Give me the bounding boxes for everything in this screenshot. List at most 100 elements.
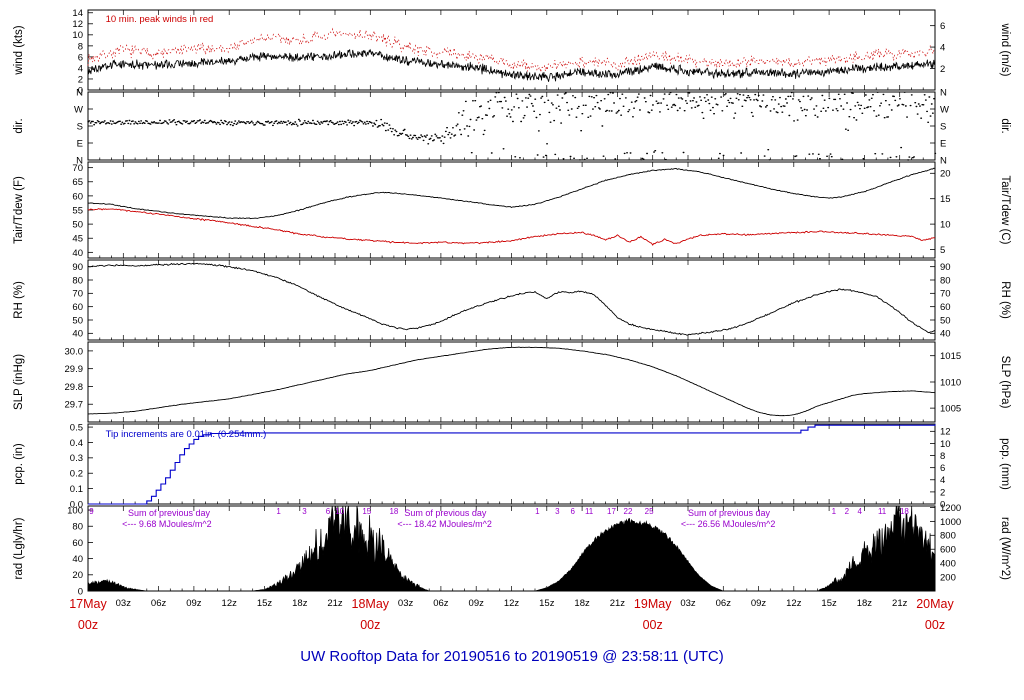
ytick-left-rh: 60 bbox=[72, 302, 83, 313]
ytick-right-pcp: 12 bbox=[940, 427, 951, 438]
axis-label-right-rad: rad (W/m^2) bbox=[999, 517, 1011, 580]
axis-label-left-rh: RH (%) bbox=[13, 281, 25, 319]
ytick-left-tair: 65 bbox=[72, 177, 83, 188]
ytick-right-rad: 600 bbox=[940, 545, 956, 556]
axis-label-left-dir: dir. bbox=[13, 118, 25, 133]
ytick-left-rad: 60 bbox=[72, 538, 83, 549]
series-relative-humidity bbox=[87, 262, 936, 336]
x-minor-label: 12z bbox=[504, 598, 520, 609]
axis-label-left-rad: rad (Lgly/hr) bbox=[13, 517, 25, 579]
ytick-left-tair: 60 bbox=[72, 191, 83, 202]
axis-label-right-rh: RH (%) bbox=[999, 281, 1011, 319]
chart-title: UW Rooftop Data for 20190516 to 20190519… bbox=[300, 648, 724, 665]
x-major-time: 00z bbox=[925, 618, 945, 632]
x-minor-label: 21z bbox=[892, 598, 908, 609]
ytick-left-wind: 10 bbox=[72, 30, 83, 41]
x-major-time: 00z bbox=[78, 618, 98, 632]
series-dewpoint-temperature bbox=[87, 208, 936, 246]
ytick-right-rh: 40 bbox=[940, 329, 951, 340]
rad-cumulative-mark: 1 bbox=[832, 507, 837, 516]
ytick-right-wind: 4 bbox=[940, 42, 945, 53]
axis-label-right-tair: Tair/Tdew (C) bbox=[999, 175, 1011, 244]
ytick-right-rh: 70 bbox=[940, 289, 951, 300]
x-major-date: 19May bbox=[634, 597, 672, 611]
ytick-right-pcp: 4 bbox=[940, 475, 945, 486]
x-major-date: 20May bbox=[916, 597, 954, 611]
annotation-pcp: Tip increments are 0.01in. (0.254mm.) bbox=[106, 429, 267, 440]
rad-cumulative-mark: 18 bbox=[900, 507, 909, 516]
ytick-left-pcp: 0.1 bbox=[70, 484, 83, 495]
ytick-right-tair: 10 bbox=[940, 220, 951, 231]
rad-cumulative-mark: 15 bbox=[362, 507, 371, 516]
x-major-date: 18May bbox=[352, 597, 390, 611]
ytick-left-slp: 29.8 bbox=[65, 382, 84, 393]
rad-cumulative-mark: 17 bbox=[607, 507, 616, 516]
ytick-right-rh: 50 bbox=[940, 315, 951, 326]
panel-rh: 90 80 70 60 50 40 90 80 70 60 50 40 RH (%) RH (%) bbox=[13, 259, 1011, 341]
x-minor-label: 09z bbox=[751, 598, 767, 609]
x-minor-label: 15z bbox=[821, 598, 837, 609]
axis-label-left-pcp: pcp. (in) bbox=[13, 443, 25, 485]
ytick-left-dir: W bbox=[74, 104, 83, 115]
rad-cumulative-mark: 1 bbox=[276, 507, 281, 516]
ytick-right-pcp: 10 bbox=[940, 439, 951, 450]
ytick-right-rad: 400 bbox=[940, 559, 956, 570]
x-minor-label: 15z bbox=[539, 598, 555, 609]
ytick-right-tair: 20 bbox=[940, 169, 951, 180]
x-minor-label: 15z bbox=[257, 598, 273, 609]
rad-cumulative-mark: 22 bbox=[624, 507, 633, 516]
series-accumulated-precip bbox=[88, 424, 936, 505]
ytick-right-dir: N bbox=[940, 87, 947, 98]
ytick-right-slp: 1015 bbox=[940, 351, 961, 362]
axis-label-right-slp: SLP (hPa) bbox=[999, 356, 1011, 409]
x-minor-label: 12z bbox=[222, 598, 238, 609]
series-air-temperature bbox=[87, 167, 936, 220]
annotation-rad: <--- 18.42 MJoules/m^2 bbox=[397, 519, 492, 529]
rad-cumulative-mark: 1 bbox=[535, 507, 540, 516]
axis-label-right-dir: dir. bbox=[999, 118, 1011, 133]
rad-cumulative-mark: 11 bbox=[585, 507, 594, 516]
ytick-right-wind: 6 bbox=[940, 21, 945, 32]
annotation-rad: Sum of previous day bbox=[128, 508, 211, 518]
x-minor-label: 06z bbox=[151, 598, 167, 609]
rad-cumulative-mark: 9 bbox=[89, 507, 94, 516]
x-major-date: 17May bbox=[69, 597, 107, 611]
panel-tair: 70 65 60 55 50 45 40 20 15 10 5 Tair/Tdew (F) Tair/T… bbox=[13, 161, 1011, 259]
series-solar-radiation bbox=[87, 505, 936, 592]
annotation-rad: Sum of previous day bbox=[688, 508, 771, 518]
rad-cumulative-mark: 3 bbox=[555, 507, 560, 516]
ytick-left-rad: 100 bbox=[67, 505, 83, 516]
ytick-right-wind: 2 bbox=[940, 64, 945, 75]
ytick-right-dir: W bbox=[940, 104, 949, 115]
ytick-left-rh: 70 bbox=[72, 289, 83, 300]
x-minor-label: 18z bbox=[574, 598, 590, 609]
x-minor-label: 21z bbox=[327, 598, 343, 609]
x-minor-label: 09z bbox=[186, 598, 202, 609]
ytick-left-dir: E bbox=[77, 138, 83, 149]
series-peak-wind-10min bbox=[87, 27, 936, 73]
ytick-left-dir: N bbox=[76, 155, 83, 166]
ytick-right-slp: 1005 bbox=[940, 404, 961, 415]
axis-label-right-pcp: pcp. (mm) bbox=[999, 438, 1011, 490]
rad-cumulative-mark: 3 bbox=[302, 507, 307, 516]
ytick-left-pcp: 0.0 bbox=[70, 499, 83, 510]
ytick-right-tair: 15 bbox=[940, 194, 951, 205]
x-major-time: 00z bbox=[643, 618, 663, 632]
ytick-left-wind: 2 bbox=[78, 74, 83, 85]
ytick-right-pcp: 2 bbox=[940, 487, 945, 498]
axis-label-right-wind: wind (m/s) bbox=[999, 22, 1011, 76]
ytick-right-dir: S bbox=[940, 121, 946, 132]
x-minor-label: 03z bbox=[398, 598, 414, 609]
ytick-left-tair: 70 bbox=[72, 163, 83, 174]
ytick-left-wind: 0 bbox=[78, 85, 83, 96]
x-minor-label: 18z bbox=[292, 598, 308, 609]
rad-cumulative-mark: 11 bbox=[878, 507, 887, 516]
ytick-left-pcp: 0.4 bbox=[70, 438, 83, 449]
ytick-left-rad: 20 bbox=[72, 570, 83, 581]
ytick-left-tair: 40 bbox=[72, 248, 83, 259]
ytick-right-pcp: 8 bbox=[940, 451, 945, 462]
x-minor-label: 18z bbox=[857, 598, 873, 609]
ytick-right-rad: 1000 bbox=[940, 517, 961, 528]
